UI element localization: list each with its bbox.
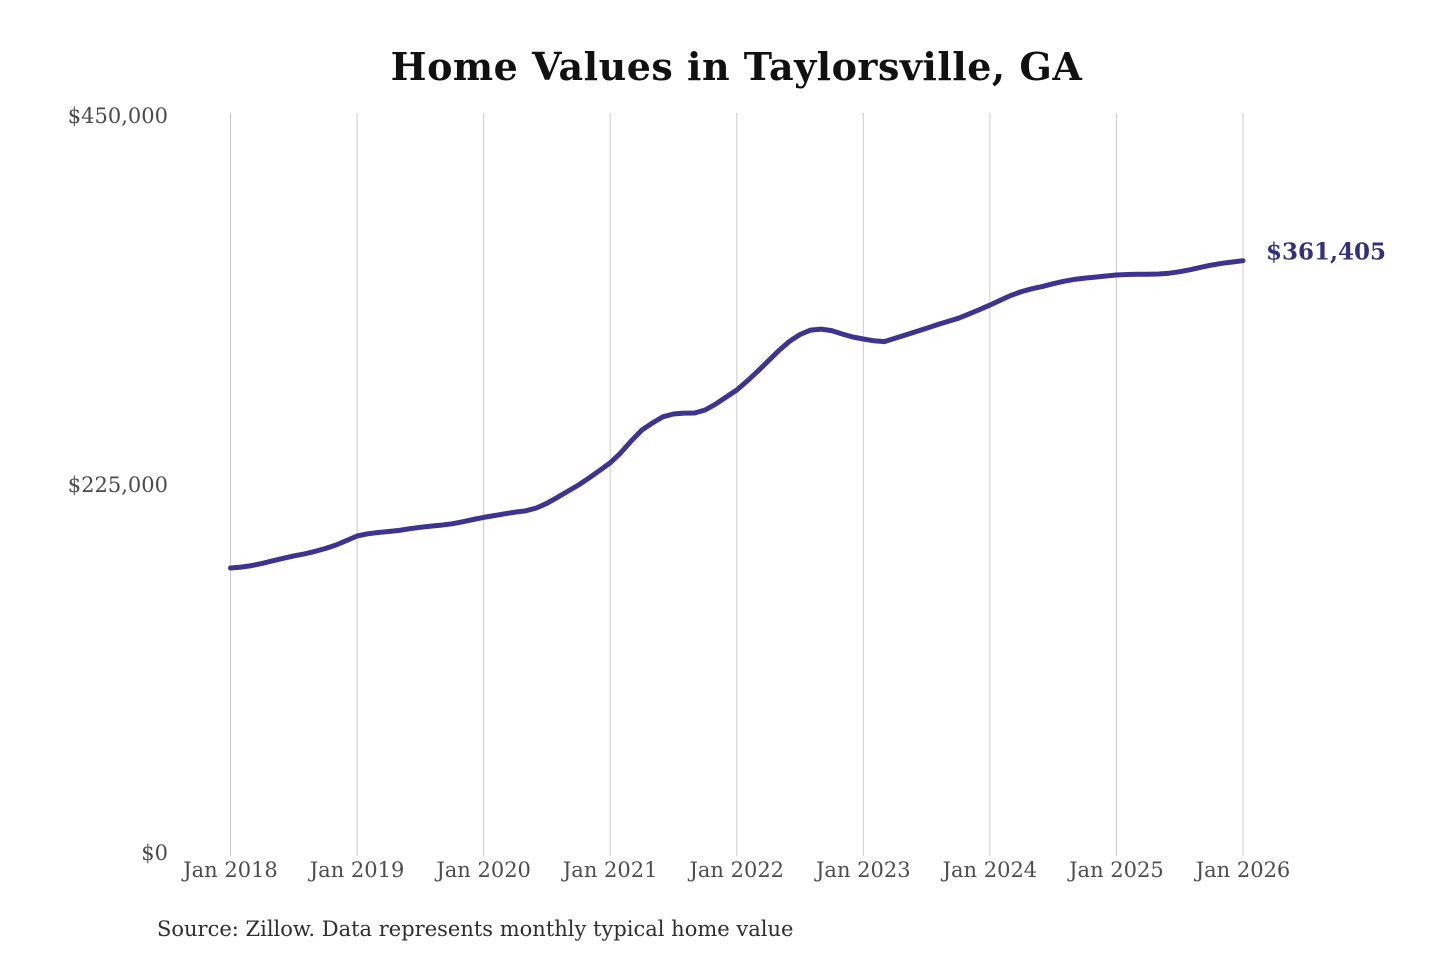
y-axis-tick-450000: $450,000	[67, 104, 168, 128]
x-axis-tick-jan-2019: Jan 2019	[309, 858, 405, 882]
x-axis-tick-jan-2021: Jan 2021	[562, 858, 658, 882]
home-value-line	[228, 258, 1246, 571]
chart-title: Home Values in Taylorsville, GA	[390, 44, 1083, 89]
x-axis-tick-jan-2020: Jan 2020	[436, 858, 531, 882]
x-axis-tick-jan-2022: Jan 2022	[689, 858, 785, 882]
x-axis-tick-jan-2025: Jan 2025	[1069, 858, 1164, 882]
x-axis-tick-jan-2024: Jan 2024	[942, 858, 1038, 882]
y-axis-tick-225000: $225,000	[67, 473, 168, 497]
source-note: Source: Zillow. Data represents monthly …	[157, 917, 794, 941]
last-value-label: $361,405	[1266, 238, 1387, 266]
x-axis-tick-jan-2018: Jan 2018	[183, 858, 278, 882]
y-axis-tick-0: $0	[141, 841, 168, 865]
x-axis-tick-jan-2026: Jan 2026	[1195, 858, 1291, 882]
x-axis-tick-jan-2023: Jan 2023	[816, 858, 911, 882]
